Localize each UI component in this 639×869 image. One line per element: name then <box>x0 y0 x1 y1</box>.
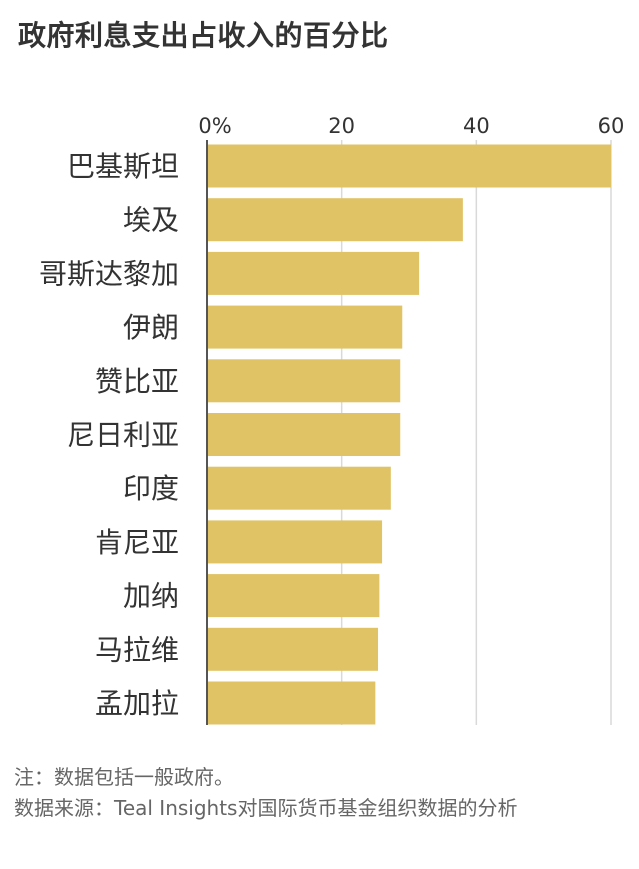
category-label: 印度 <box>123 472 179 505</box>
bar <box>207 413 401 456</box>
tick-label: 40 <box>463 114 490 138</box>
category-label: 加纳 <box>123 580 179 613</box>
bar <box>207 627 379 671</box>
category-label: 哥斯达黎加 <box>39 257 179 290</box>
category-label: 肯尼亚 <box>95 526 179 559</box>
category-label: 孟加拉 <box>95 687 179 720</box>
category-label: 伊朗 <box>123 311 179 344</box>
tick-label: 20 <box>328 114 355 138</box>
category-label: 马拉维 <box>95 633 179 666</box>
bar <box>207 251 420 295</box>
bar <box>207 305 403 349</box>
tick-label: 60 <box>598 114 625 138</box>
chart-title: 政府利息支出占收入的百分比 <box>18 19 389 52</box>
source-text: 数据来源：Teal Insights对国际货币基金组织数据的分析 <box>14 796 518 820</box>
bar <box>207 144 611 188</box>
bar <box>207 681 376 725</box>
bar <box>207 574 380 618</box>
category-label: 巴基斯坦 <box>67 150 179 183</box>
category-label: 尼日利亚 <box>67 419 179 452</box>
tick-labels: 0% 20 40 60 <box>198 114 624 138</box>
bar <box>207 198 463 242</box>
bar <box>207 520 383 564</box>
bar <box>207 466 391 510</box>
tick-label: 0% <box>198 114 231 138</box>
category-label: 埃及 <box>123 204 179 237</box>
bar <box>207 359 401 403</box>
chart-notes: 注：数据包括一般政府。 数据来源：Teal Insights对国际货币基金组织数… <box>14 762 624 824</box>
category-label: 赞比亚 <box>95 365 179 398</box>
note-text: 注：数据包括一般政府。 <box>14 765 234 789</box>
bars <box>207 144 611 725</box>
